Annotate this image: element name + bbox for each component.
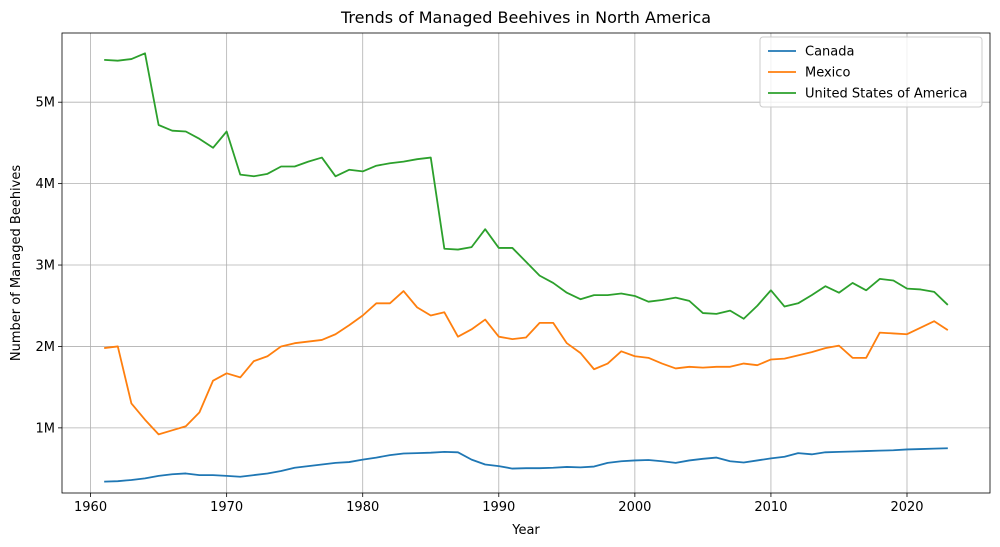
series-line-canada [104, 447, 948, 483]
legend: Canada Mexico United States of America [759, 36, 983, 108]
series-lines [104, 52, 949, 483]
legend-box [759, 36, 983, 108]
y-tick-label: 2M [36, 340, 56, 355]
plot-frame [61, 32, 991, 494]
x-tick-label: 1970 [210, 500, 243, 515]
grid [62, 33, 990, 493]
y-tick-label: 5M [36, 96, 56, 111]
chart-title: Trends of Managed Beehives in North Amer… [340, 8, 711, 27]
legend-label-mexico: Mexico [805, 66, 850, 81]
y-axis-title: Number of Managed Beehives [9, 165, 24, 361]
x-tick-label: 2000 [618, 500, 651, 515]
legend-label-united-states-of-america: United States of America [805, 87, 967, 102]
y-tick-label: 3M [36, 259, 56, 274]
x-tick-label: 2010 [754, 500, 787, 515]
y-tick-label: 4M [36, 177, 56, 192]
y-axis: 1M 2M 3M 4M 5M [36, 96, 62, 436]
legend-label-canada: Canada [805, 45, 854, 60]
x-tick-label: 1980 [346, 500, 379, 515]
x-axis-title: Year [511, 523, 540, 538]
series-line-mexico [104, 290, 949, 436]
x-tick-label: 1990 [482, 500, 515, 515]
series-line-united-states-of-america [104, 52, 949, 320]
x-axis: 1960 1970 1980 1990 2000 2010 2020 [74, 493, 924, 515]
y-tick-label: 1M [36, 421, 56, 436]
x-tick-label: 2020 [890, 500, 923, 515]
x-tick-label: 1960 [74, 500, 107, 515]
